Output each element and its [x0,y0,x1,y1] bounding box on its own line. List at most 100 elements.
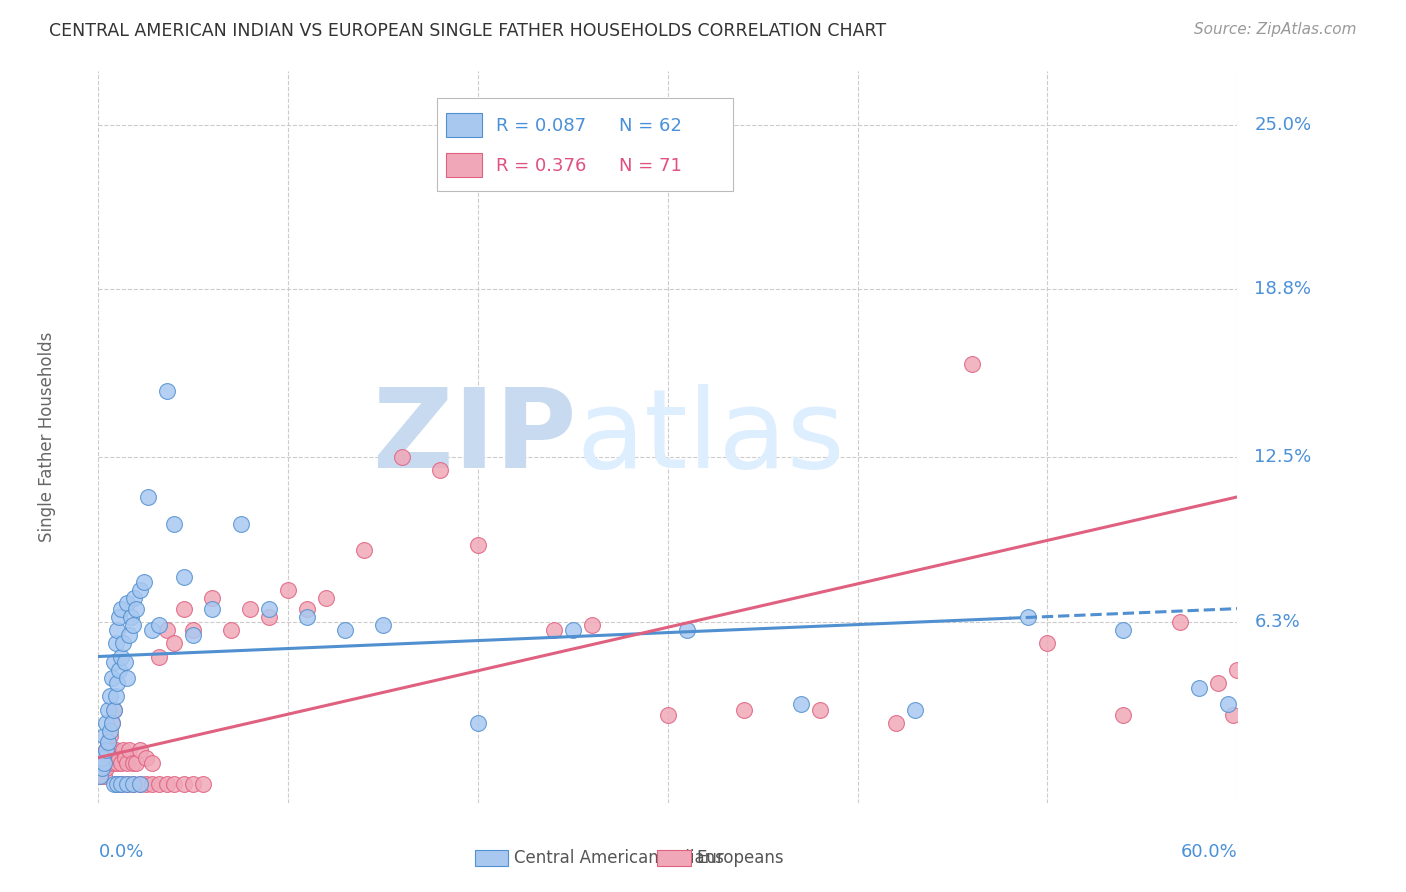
Point [1208,676,1230,690]
Point [173,570,195,584]
Point [89,769,111,783]
Point [191,777,214,791]
Point [107,756,129,770]
Point [125,756,148,770]
Point [100,742,122,756]
Point [97,703,120,717]
Point [505,170,527,185]
Point [107,777,129,791]
Point [100,716,122,731]
Point [277,582,299,597]
Text: 12.5%: 12.5% [1254,448,1312,466]
Point [107,777,129,791]
Point [98,729,121,743]
Point [118,742,141,756]
Point [429,463,451,477]
Point [259,601,281,615]
Text: Central American Indians: Central American Indians [515,849,724,867]
Point [108,750,131,764]
Point [107,676,129,690]
Point [110,777,132,791]
Point [1036,636,1059,650]
Point [790,698,813,712]
Point [581,617,603,632]
Point [733,703,755,717]
Point [114,655,136,669]
Point [94,742,117,756]
Point [107,623,129,637]
Point [129,777,152,791]
Point [201,601,224,615]
Point [125,601,148,615]
Point [91,761,114,775]
Text: Europeans: Europeans [696,849,785,867]
Point [297,601,319,615]
Point [156,777,179,791]
Point [562,623,585,637]
Point [297,609,319,624]
Point [141,756,163,770]
Point [960,357,983,371]
Point [118,628,141,642]
Point [98,723,121,738]
Point [371,617,394,632]
Text: 60.0%: 60.0% [1181,843,1237,861]
FancyBboxPatch shape [446,153,482,178]
Point [173,777,195,791]
Point [94,761,117,775]
Point [129,777,152,791]
Point [121,756,143,770]
Point [1222,708,1244,723]
Point [110,756,132,770]
Point [467,538,489,552]
Point [135,777,157,791]
Point [543,623,565,637]
Point [183,777,205,791]
Point [91,750,114,764]
Point [904,703,927,717]
Text: atlas: atlas [576,384,845,491]
Text: R = 0.376: R = 0.376 [496,158,586,176]
Point [103,703,125,717]
Point [97,756,120,770]
Text: N = 62: N = 62 [619,117,682,136]
Text: ZIP: ZIP [374,384,576,491]
Point [112,742,135,756]
Point [353,543,375,558]
Point [229,516,252,531]
Point [657,708,679,723]
Point [115,777,138,791]
Point [163,777,186,791]
Point [173,601,195,615]
Point [156,384,179,398]
Point [97,734,120,748]
Point [124,591,146,605]
Point [110,777,132,791]
Point [467,716,489,731]
Point [148,649,170,664]
Point [136,490,159,504]
Point [391,450,413,464]
Point [221,623,243,637]
Point [135,750,157,764]
Point [163,516,186,531]
Point [1188,681,1211,696]
Point [156,623,179,637]
Point [115,777,138,791]
Point [1226,663,1249,677]
Point [98,690,121,704]
FancyBboxPatch shape [437,98,733,191]
Point [115,756,138,770]
Text: 0.0%: 0.0% [98,843,143,861]
Text: CENTRAL AMERICAN INDIAN VS EUROPEAN SINGLE FATHER HOUSEHOLDS CORRELATION CHART: CENTRAL AMERICAN INDIAN VS EUROPEAN SING… [49,22,886,40]
Point [239,601,262,615]
Point [121,777,143,791]
Point [183,628,205,642]
Point [100,671,122,685]
Point [315,591,337,605]
Point [148,777,170,791]
Point [104,690,127,704]
Point [103,703,125,717]
Point [141,623,163,637]
Text: Single Father Households: Single Father Households [38,332,56,542]
